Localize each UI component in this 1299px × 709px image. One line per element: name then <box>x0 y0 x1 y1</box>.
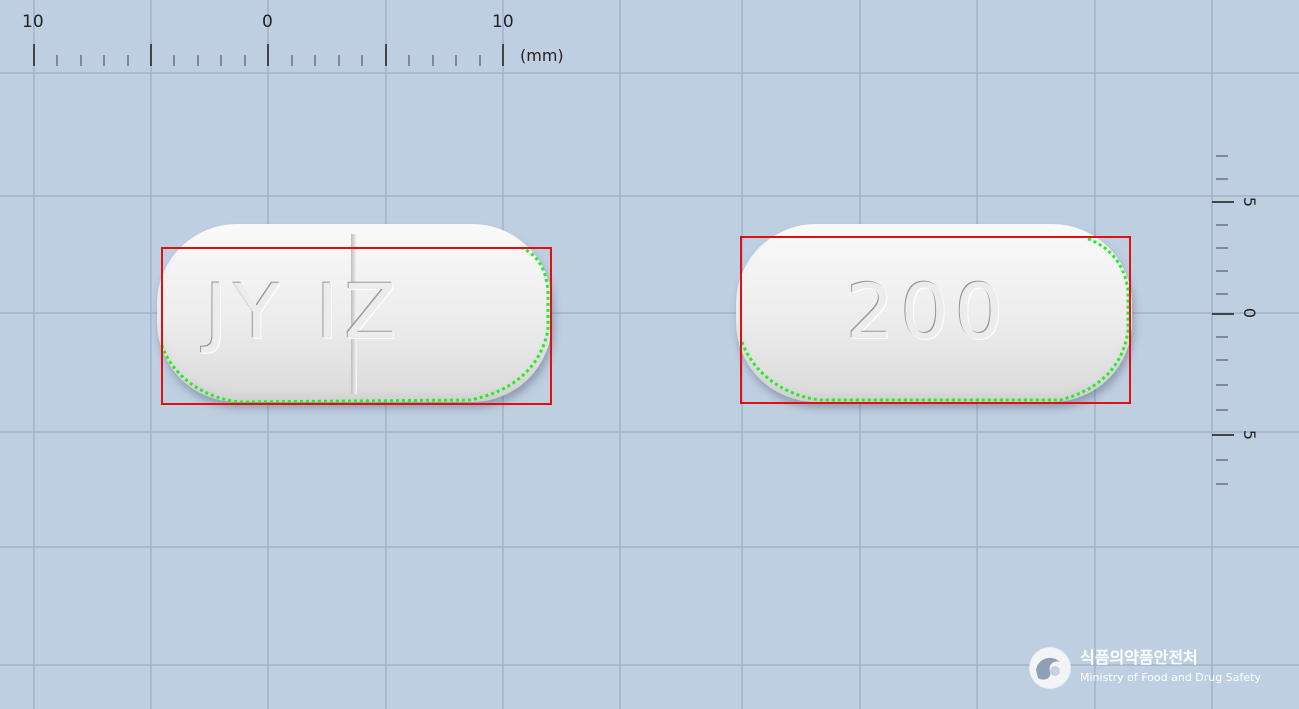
ministry-logo-icon <box>1030 648 1070 688</box>
ruler-top-label-left: 10 <box>22 12 44 32</box>
ruler-top-label-zero: 0 <box>262 12 273 32</box>
score-line <box>351 234 357 394</box>
ruler-unit-label: (mm) <box>520 46 564 65</box>
pill-back-bounding-box <box>740 236 1131 404</box>
ruler-top-label-right: 10 <box>492 12 514 32</box>
pill-front: JY IZ <box>157 224 552 402</box>
pill-back: 200 <box>736 224 1132 402</box>
logo-korean-text: 식품의약품안전처 <box>1080 648 1198 667</box>
pill-front-imprint: JY IZ <box>205 267 403 356</box>
pill-back-imprint: 200 <box>846 267 1010 356</box>
pill-front-bounding-box <box>161 247 552 405</box>
logo-english-text: Ministry of Food and Drug Safety <box>1080 671 1261 684</box>
